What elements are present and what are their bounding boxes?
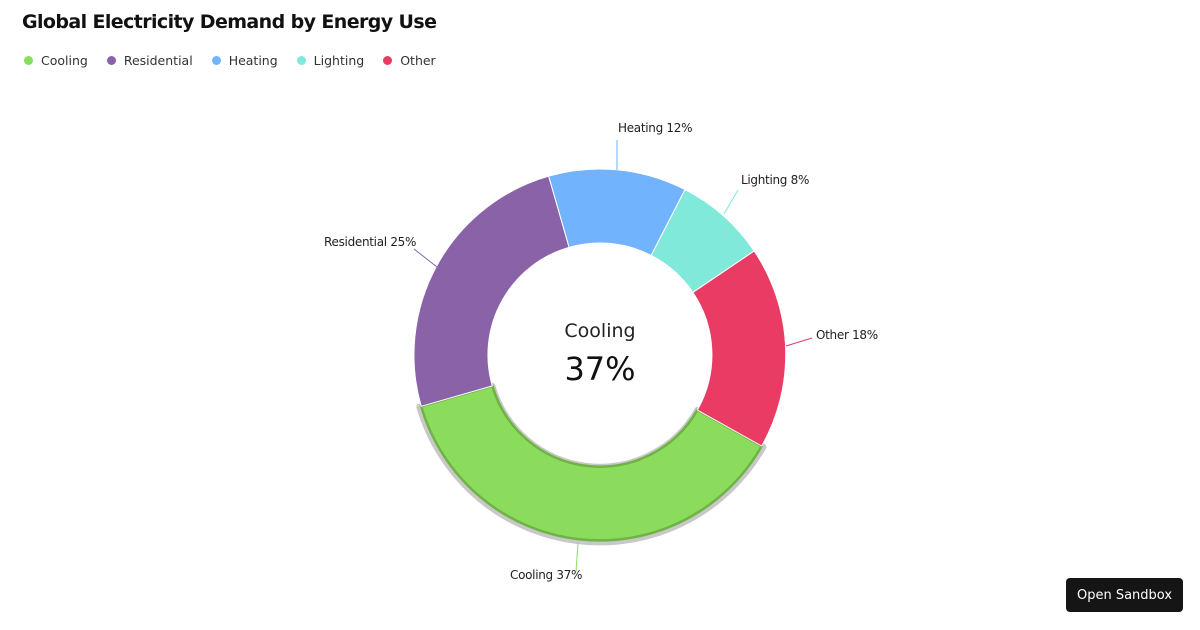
- legend-item-other[interactable]: Other: [383, 53, 436, 68]
- connector-lighting: [723, 189, 739, 215]
- slice-other[interactable]: [692, 250, 787, 447]
- legend-label: Other: [400, 53, 436, 68]
- legend-label: Residential: [123, 53, 193, 68]
- legend: Cooling Residential Heating Lighting Oth…: [24, 53, 455, 68]
- connector-other: [785, 337, 813, 347]
- legend-dot-icon: [106, 56, 116, 65]
- legend-label: Cooling: [41, 53, 88, 68]
- legend-dot-icon: [211, 56, 221, 65]
- legend-item-lighting[interactable]: Lighting: [296, 53, 365, 68]
- open-sandbox-button[interactable]: Open Sandbox: [1066, 578, 1183, 612]
- connector-cooling: [575, 542, 579, 573]
- slice-cooling[interactable]: [419, 384, 763, 542]
- slice-residential[interactable]: [413, 175, 570, 407]
- chart-title: Global Electricity Demand by Energy Use: [22, 11, 437, 33]
- center-category-label: Cooling: [564, 320, 636, 342]
- legend-dot-icon: [24, 56, 33, 65]
- center-value-label: 37%: [564, 350, 636, 388]
- label-other: Other 18%: [816, 328, 878, 342]
- legend-dot-icon: [383, 56, 393, 65]
- legend-label: Lighting: [313, 53, 365, 68]
- label-lighting: Lighting 8%: [741, 173, 810, 187]
- legend-item-residential[interactable]: Residential: [106, 53, 193, 68]
- legend-label: Heating: [228, 53, 278, 68]
- label-residential: Residential 25%: [324, 235, 417, 249]
- legend-item-cooling[interactable]: Cooling: [24, 53, 88, 68]
- connector-residential: [413, 248, 438, 268]
- label-heating: Heating 12%: [618, 121, 693, 135]
- label-cooling: Cooling 37%: [510, 568, 583, 582]
- legend-item-heating[interactable]: Heating: [211, 53, 278, 68]
- legend-dot-icon: [296, 56, 306, 65]
